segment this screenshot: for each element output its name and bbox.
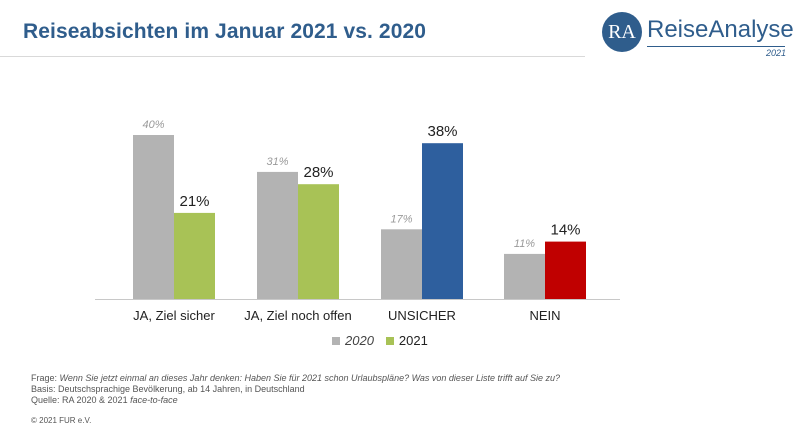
title-divider (0, 56, 585, 57)
legend-label-2020: 2020 (345, 333, 374, 348)
bar-2020-1 (133, 135, 174, 299)
bar-2021-2 (298, 184, 339, 299)
legend-swatch-2020 (332, 336, 340, 345)
category-label-2: JA, Ziel noch offen (244, 308, 351, 323)
data-label-2021-4: 14% (550, 222, 580, 239)
reiseanalyse-logo: RA ReiseAnalyse 2021 (602, 12, 794, 58)
legend-swatch-2021 (385, 336, 394, 345)
frage-text: Wenn Sie jetzt einmal an dieses Jahr den… (59, 373, 560, 383)
legend-label-2021: 2021 (398, 333, 428, 348)
data-label-2020-3: 17% (390, 213, 412, 225)
data-label-2021-2: 28% (303, 164, 333, 181)
category-label-3: UNSICHER (388, 308, 456, 323)
bar-2020-3 (381, 229, 422, 299)
quelle-method: face-to-face (130, 395, 178, 405)
data-label-2021-1: 21% (179, 193, 209, 210)
footnote-frage: Frage: Wenn Sie jetzt einmal an dieses J… (31, 373, 560, 384)
copyright: © 2021 FUR e.V. (31, 416, 92, 425)
footnote-basis: Basis: Deutschsprachige Bevölkerung, ab … (31, 384, 305, 394)
bar-2020-2 (257, 171, 298, 299)
data-label-2020-4: 11% (514, 238, 535, 250)
chart-legend: 2020 2021 (332, 333, 440, 348)
logo-year: 2021 (765, 48, 786, 58)
bar-2021-1 (174, 212, 215, 299)
logo-mark: RA (602, 12, 642, 52)
logo-name: ReiseAnalyse (647, 16, 794, 43)
bar-2021-3 (422, 143, 463, 299)
frage-label: Frage: (31, 373, 58, 383)
data-label-2021-3: 38% (427, 123, 457, 140)
data-label-2020-1: 40% (142, 119, 164, 131)
data-label-2020-2: 31% (266, 156, 288, 168)
bar-2020-4 (504, 253, 545, 299)
category-label-4: NEIN (529, 308, 560, 323)
footnote-quelle: Quelle: RA 2020 & 2021 face-to-face (31, 395, 560, 406)
legend-item-2021: 2021 (385, 333, 428, 348)
category-label-1: JA, Ziel sicher (133, 308, 215, 323)
legend-item-2020: 2020 (332, 333, 374, 348)
bar-2021-4 (545, 241, 586, 299)
chart-title: Reiseabsichten im Januar 2021 vs. 2020 (23, 20, 427, 43)
quelle-label: Quelle: RA 2020 & 2021 (31, 395, 131, 405)
logo-underline (647, 46, 785, 47)
footnotes: Frage: Wenn Sie jetzt einmal an dieses J… (31, 373, 560, 406)
